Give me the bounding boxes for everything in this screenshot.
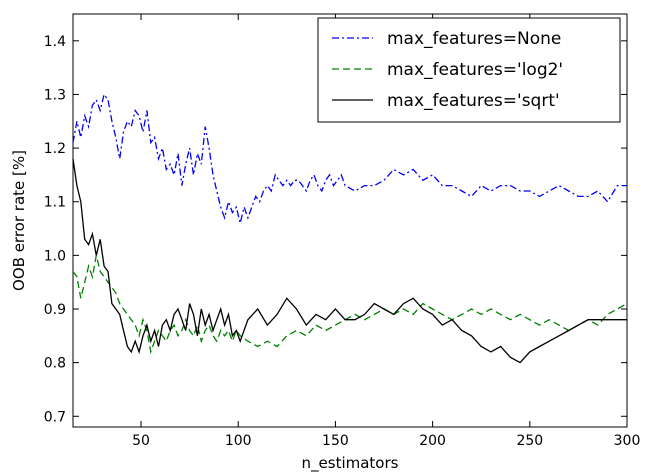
y-tick-label: 0.8 xyxy=(44,356,66,372)
plot-area xyxy=(72,13,628,428)
legend: max_features=None max_features='log2' max_… xyxy=(317,17,621,123)
x-axis-label: n_estimators xyxy=(302,454,399,473)
y-tick-label: 1.2 xyxy=(44,141,66,157)
y-tick-label: 1.1 xyxy=(44,195,66,211)
x-tick-label: 300 xyxy=(614,433,641,449)
legend-label-0: max_features=None xyxy=(387,29,561,49)
y-tick-label: 0.9 xyxy=(44,302,66,318)
x-tick-label: 50 xyxy=(132,433,150,449)
x-tick-label: 100 xyxy=(225,433,252,449)
tick-layer: 50 100 150 200 250 300 0.7 0.8 0.9 1.0 1.1 1.2 1.3 1.… xyxy=(44,14,641,449)
y-tick-label: 1.3 xyxy=(44,87,66,103)
x-tick-label: 200 xyxy=(419,433,446,449)
y-axis-label: OOB error rate [%] xyxy=(10,150,28,291)
series-line-2 xyxy=(72,158,627,364)
y-tick-label: 1.4 xyxy=(44,34,66,50)
legend-label-2: max_features='sqrt' xyxy=(387,91,560,111)
legend-box xyxy=(317,17,621,123)
series-layer xyxy=(72,92,628,364)
plot-frame xyxy=(72,13,628,428)
y-tick-label: 0.7 xyxy=(44,409,66,425)
x-tick-label: 250 xyxy=(516,433,543,449)
x-tick-label: 150 xyxy=(322,433,349,449)
y-tick-label: 1.0 xyxy=(44,248,66,264)
legend-label-1: max_features='log2' xyxy=(387,60,563,80)
series-line-1 xyxy=(72,255,628,355)
series-line-0 xyxy=(72,92,627,224)
